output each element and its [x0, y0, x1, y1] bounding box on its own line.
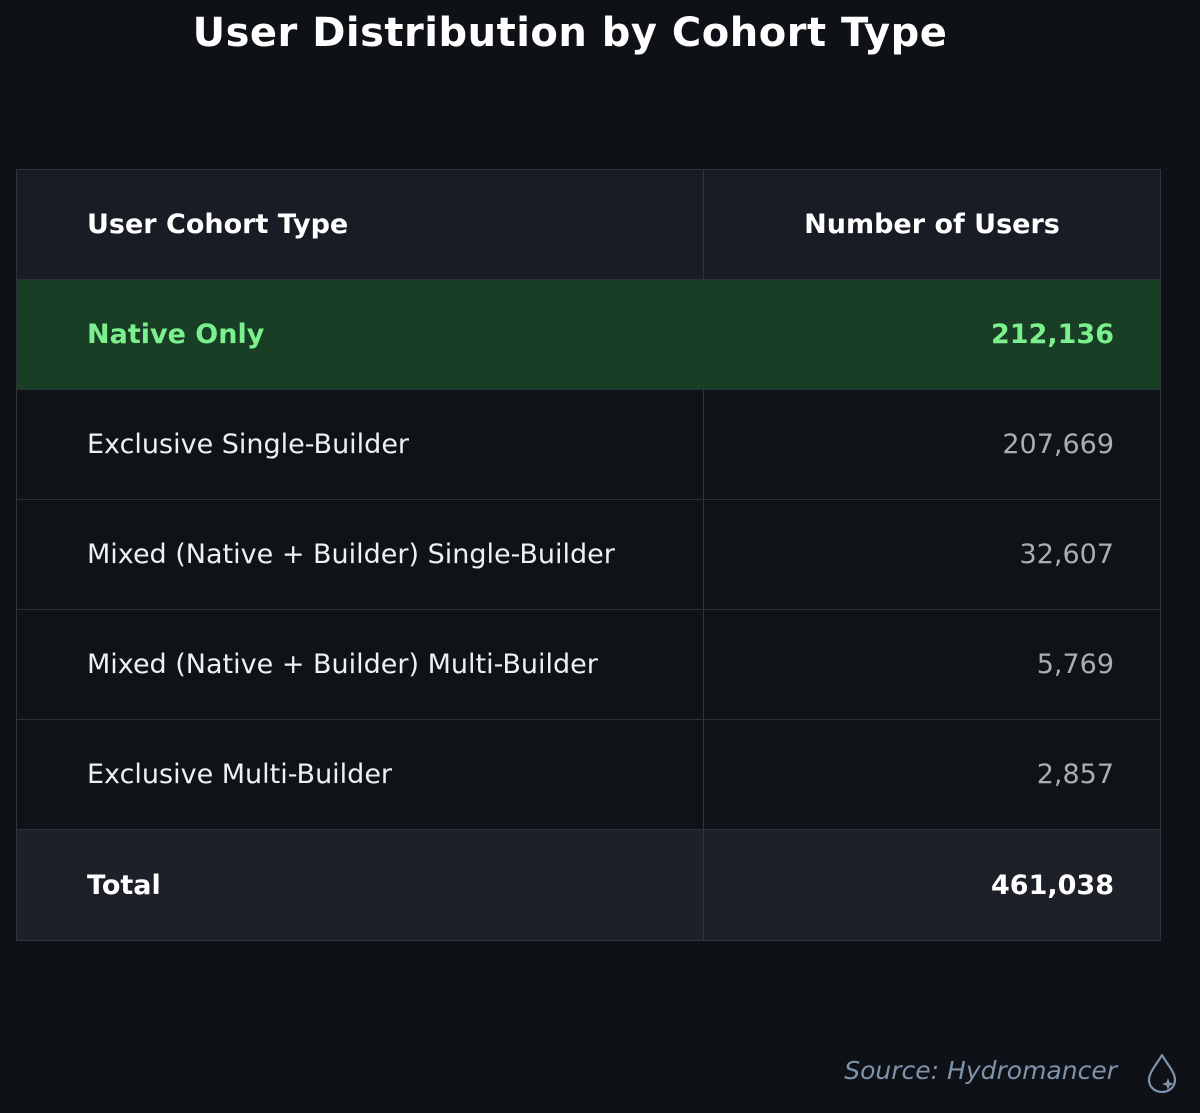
total-label-cell: Total [17, 830, 704, 940]
table-row: Mixed (Native + Builder) Single-Builder … [17, 500, 1160, 610]
column-header-cohort: User Cohort Type [17, 170, 704, 279]
table-row: Native Only 212,136 [17, 280, 1160, 390]
table-total-row: Total 461,038 [17, 830, 1160, 940]
cohort-table: User Cohort Type Number of Users Native … [16, 169, 1161, 941]
table-row: Exclusive Multi-Builder 2,857 [17, 720, 1160, 830]
cohort-name-cell: Native Only [17, 280, 704, 389]
table-row: Mixed (Native + Builder) Multi-Builder 5… [17, 610, 1160, 720]
users-value-cell: 32,607 [1019, 539, 1114, 570]
table-header-row: User Cohort Type Number of Users [17, 170, 1160, 280]
chart-title: User Distribution by Cohort Type [192, 10, 948, 56]
cohort-name-cell: Exclusive Multi-Builder [17, 720, 704, 829]
table-row: Exclusive Single-Builder 207,669 [17, 390, 1160, 500]
cohort-name-cell: Mixed (Native + Builder) Multi-Builder [17, 610, 704, 719]
users-value-cell: 5,769 [1036, 649, 1114, 680]
hydromancer-droplet-icon [1147, 1053, 1177, 1094]
cohort-name-cell: Exclusive Single-Builder [17, 390, 704, 499]
cohort-name-cell: Mixed (Native + Builder) Single-Builder [17, 500, 704, 609]
total-value-cell: 461,038 [991, 869, 1114, 901]
users-value-cell: 207,669 [1002, 429, 1114, 460]
users-value-cell: 2,857 [1036, 759, 1114, 790]
column-header-users: Number of Users [804, 209, 1060, 240]
source-caption: Source: Hydromancer [844, 1056, 1117, 1085]
users-value-cell: 212,136 [991, 319, 1114, 350]
